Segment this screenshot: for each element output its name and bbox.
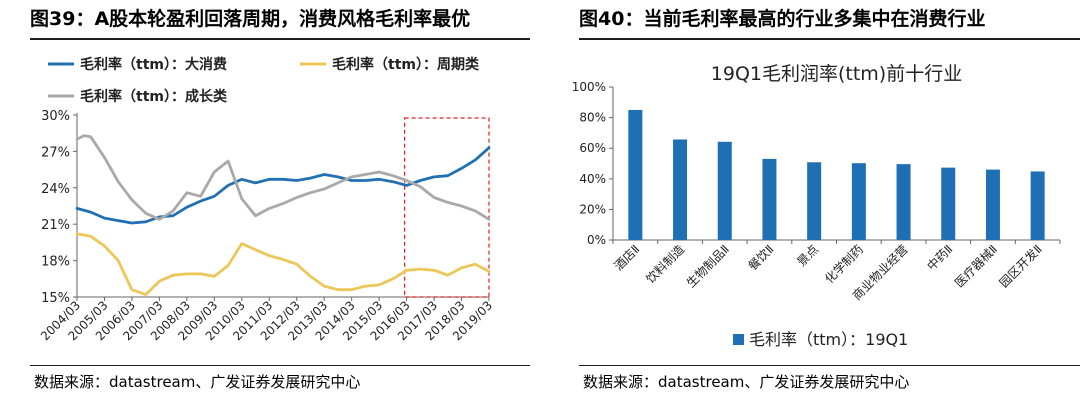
- y-tick-label: 24%: [41, 182, 70, 197]
- y-tick-label: 100%: [572, 80, 606, 94]
- bar: [673, 139, 688, 240]
- x-tick-label: 中药Ⅱ: [924, 242, 956, 274]
- series-line: [75, 232, 491, 296]
- y-tick-label: 80%: [579, 111, 606, 125]
- x-tick-label: 餐饮Ⅱ: [745, 242, 777, 274]
- y-tick-label: 18%: [41, 255, 70, 270]
- x-tick-label: 景点: [794, 242, 821, 269]
- legend-label: 毛利率（ttm）：成长类: [80, 88, 228, 105]
- source-note: 数据来源：datastream、广发证券发展研究中心: [34, 373, 361, 391]
- y-tick-label: 27%: [41, 145, 70, 160]
- y-tick-label: 0%: [587, 233, 606, 247]
- bar: [628, 109, 643, 240]
- series-line: [75, 134, 491, 221]
- y-tick-label: 30%: [41, 109, 70, 124]
- title-rule: [30, 38, 530, 40]
- x-tick-label: 饮料制造: [643, 242, 687, 286]
- legend-label: 毛利率（ttm）：19Q1: [749, 330, 908, 349]
- bar: [941, 167, 956, 240]
- x-tick-label: 生物制品Ⅱ: [684, 242, 732, 290]
- y-tick-label: 21%: [41, 218, 70, 233]
- y-tick-label: 60%: [579, 141, 606, 155]
- left-figure-panel: 图39：A股本轮盈利回落周期，消费风格毛利率最优 毛利率（ttm）：大消费 毛利率…: [0, 0, 530, 401]
- bar: [851, 163, 866, 240]
- chart-title: 19Q1毛利润率(ttm)前十行业: [711, 63, 962, 85]
- source-note: 数据来源：datastream、广发证券发展研究中心: [583, 373, 910, 391]
- x-tick-label: 化学制药: [821, 242, 866, 287]
- y-tick-label: 15%: [41, 291, 70, 306]
- highlight-box: [404, 117, 490, 298]
- bar: [985, 169, 1000, 240]
- figure-title-40: 图40：当前毛利率最高的行业多集中在消费行业: [579, 8, 986, 30]
- bar: [896, 164, 911, 240]
- y-tick-label: 20%: [579, 202, 606, 216]
- bar: [717, 141, 732, 240]
- x-tick-label: 酒店Ⅱ: [611, 242, 642, 273]
- title-rule: [579, 38, 1080, 40]
- source-rule: [579, 365, 1080, 366]
- right-figure-panel: 图40：当前毛利率最高的行业多集中在消费行业 19Q1毛利润率(ttm)前十行业…: [549, 0, 1080, 401]
- source-rule: [30, 365, 530, 366]
- x-tick-label: 医疗器械Ⅱ: [951, 242, 1000, 291]
- bar-chart: 19Q1毛利润率(ttm)前十行业 0% 20% 40% 60% 80% 100% 酒店Ⅱ 饮料…: [572, 63, 1061, 349]
- legend-label: 毛利率（ttm）：大消费: [80, 56, 227, 73]
- x-tick-label: 园区开发Ⅱ: [996, 242, 1045, 291]
- bar: [807, 162, 822, 240]
- legend-swatch: [733, 334, 744, 345]
- y-tick-label: 40%: [579, 172, 606, 186]
- figure-title-39: 图39：A股本轮盈利回落周期，消费风格毛利率最优: [30, 8, 471, 30]
- series-line: [75, 146, 491, 225]
- bar: [762, 158, 777, 240]
- bar: [1030, 171, 1045, 240]
- legend-label: 毛利率（ttm）：周期类: [332, 56, 480, 73]
